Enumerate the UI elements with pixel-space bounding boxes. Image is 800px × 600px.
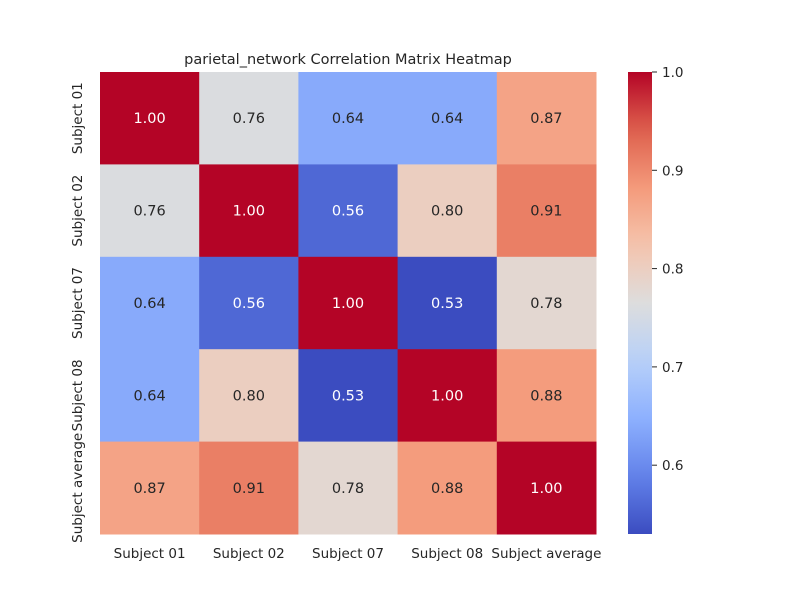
x-tick-label: Subject 07 — [312, 546, 384, 562]
heatmap-cell — [496, 349, 597, 443]
y-tick-label: Subject 07 — [70, 267, 86, 339]
heatmap-cell — [397, 164, 498, 258]
heatmap-cell — [298, 349, 399, 443]
chart-title: parietal_network Correlation Matrix Heat… — [184, 52, 512, 68]
colorbar-ticks: 0.6 0.7 0.8 0.9 1.0 — [652, 65, 683, 474]
heatmap-cell — [100, 349, 200, 443]
cell-value-label: 0.53 — [332, 388, 364, 404]
cell-value-label: 0.78 — [530, 296, 562, 312]
y-tick-label: Subject average — [70, 433, 86, 543]
heatmap-cell — [298, 164, 399, 258]
colorbar-tick-label: 0.6 — [662, 458, 683, 474]
y-tick-label: Subject 08 — [70, 359, 86, 431]
y-tick-label: Subject 02 — [70, 175, 86, 247]
y-tick-label: Subject 01 — [70, 82, 86, 154]
heatmap-cell — [100, 72, 200, 165]
cell-value-label: 0.64 — [133, 388, 165, 404]
cell-value-label: 0.76 — [133, 204, 165, 220]
heatmap-cell — [199, 441, 299, 535]
heatmap-cell — [100, 441, 200, 535]
cell-value-label: 1.00 — [133, 111, 165, 127]
cell-value-label: 0.88 — [530, 388, 562, 404]
cell-value-label: 0.78 — [332, 481, 364, 497]
heatmap-cell — [397, 72, 498, 165]
cell-value-label: 0.80 — [431, 204, 463, 220]
cell-value-label: 0.64 — [133, 296, 165, 312]
cell-value-label: 0.56 — [332, 204, 364, 220]
x-tick-label: Subject average — [491, 546, 601, 562]
cell-value-label: 1.00 — [431, 388, 463, 404]
cell-value-label: 0.91 — [530, 204, 562, 220]
heatmap-cell — [397, 349, 498, 443]
y-axis-tick-labels: Subject 01 Subject 02 Subject 07 Subject 08… — [70, 82, 86, 543]
cell-value-label: 1.00 — [332, 296, 364, 312]
cell-value-label: 0.87 — [133, 481, 165, 497]
cell-value-label: 0.87 — [530, 111, 562, 127]
x-axis-tick-labels: Subject 01 Subject 02 Subject 07 Subject 08… — [114, 546, 602, 562]
cell-value-label: 0.88 — [431, 481, 463, 497]
cell-value-label: 1.00 — [530, 481, 562, 497]
colorbar-tick-label: 1.0 — [662, 65, 683, 81]
heatmap-cell — [199, 164, 299, 258]
colorbar — [628, 72, 652, 534]
cell-value-label: 0.76 — [233, 111, 265, 127]
cell-value-label: 0.64 — [431, 111, 463, 127]
heatmap-cell — [496, 441, 597, 535]
heatmap-cell — [397, 441, 498, 535]
x-tick-label: Subject 01 — [114, 546, 186, 562]
heatmap-cell — [298, 72, 399, 165]
cell-value-label: 0.53 — [431, 296, 463, 312]
colorbar-tick-label: 0.8 — [662, 262, 683, 278]
heatmap-cells — [100, 72, 597, 535]
colorbar-tick-label: 0.9 — [662, 163, 683, 179]
cell-value-label: 0.64 — [332, 111, 364, 127]
cell-value-label: 0.91 — [233, 481, 265, 497]
x-tick-label: Subject 08 — [411, 546, 483, 562]
heatmap-cell — [199, 72, 299, 165]
colorbar-tick-label: 0.7 — [662, 360, 683, 376]
cell-annotations: 1.00 0.76 0.64 0.64 0.87 0.76 1.00 0.56 0.80 0.91… — [133, 111, 562, 497]
heatmap-cell — [298, 441, 399, 535]
heatmap-cell — [496, 72, 597, 165]
cell-value-label: 0.56 — [233, 296, 265, 312]
heatmap-cell — [199, 349, 299, 443]
heatmap-cell — [199, 256, 299, 350]
heatmap-cell — [100, 164, 200, 258]
heatmap-cell — [397, 256, 498, 350]
cell-value-label: 1.00 — [233, 204, 265, 220]
heatmap-cell — [496, 164, 597, 258]
heatmap-cell — [100, 256, 200, 350]
cell-value-label: 0.80 — [233, 388, 265, 404]
heatmap-cell — [298, 256, 399, 350]
heatmap-cell — [496, 256, 597, 350]
x-tick-label: Subject 02 — [213, 546, 285, 562]
